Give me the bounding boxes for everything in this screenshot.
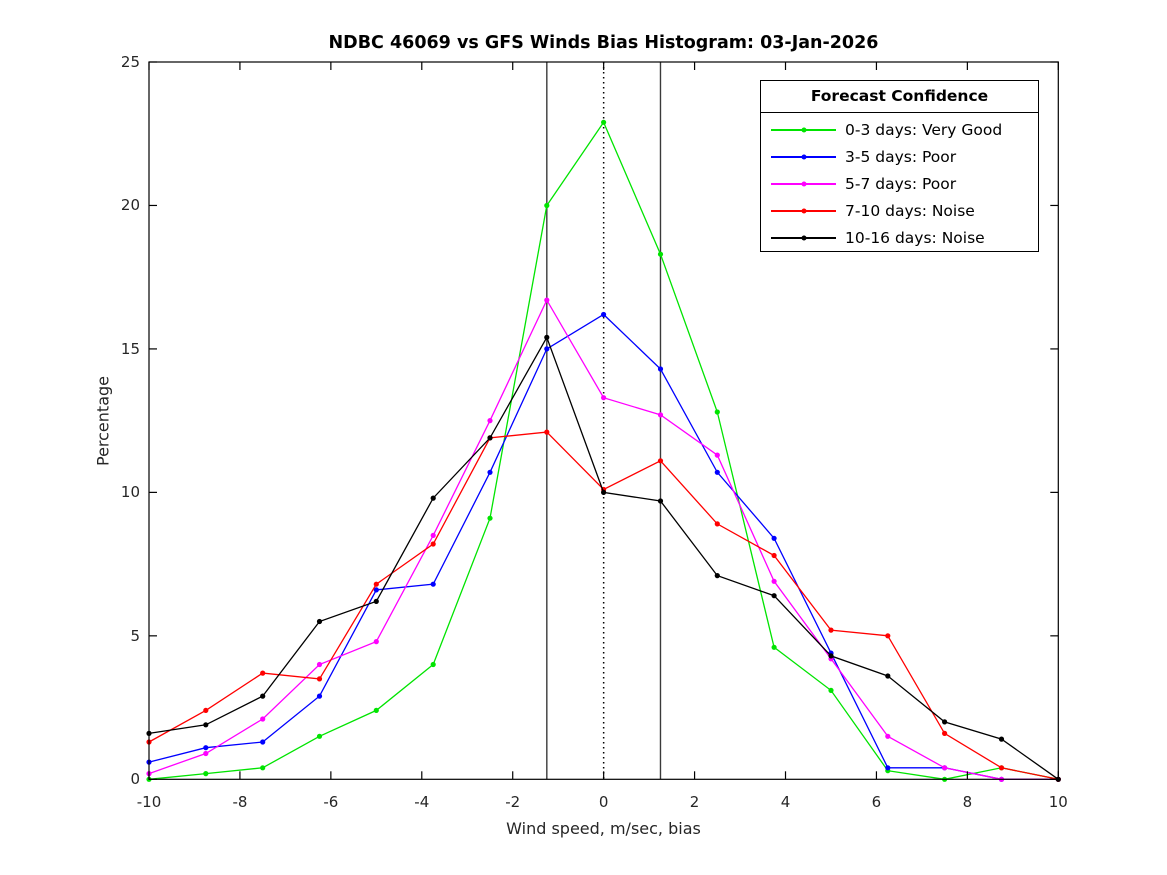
legend-line-icon bbox=[771, 153, 836, 161]
legend-item-0-3-days: 0-3 days: Very Good bbox=[771, 116, 1038, 143]
x-tick-label: -2 bbox=[505, 793, 521, 811]
y-tick-label: 15 bbox=[120, 339, 140, 358]
legend-item-10-16-days: 10-16 days: Noise bbox=[771, 224, 1038, 251]
x-tick-label: -8 bbox=[232, 793, 248, 811]
y-tick-label: 10 bbox=[120, 483, 140, 502]
legend-item-7-10-days: 7-10 days: Noise bbox=[771, 197, 1038, 224]
x-axis-label: Wind speed, m/sec, bias bbox=[506, 819, 701, 838]
legend-label: 0-3 days: Very Good bbox=[845, 120, 1003, 139]
legend-label: 5-7 days: Poor bbox=[845, 174, 957, 193]
x-tick-label: 0 bbox=[598, 793, 609, 811]
legend-label: 10-16 days: Noise bbox=[845, 228, 985, 247]
legend-line-icon bbox=[771, 207, 836, 215]
y-axis-label: Percentage bbox=[93, 375, 113, 467]
legend-items: 0-3 days: Very Good 3-5 days: Poor 5-7 d… bbox=[761, 113, 1038, 251]
x-tick-label: -10 bbox=[136, 793, 162, 811]
legend-line-icon bbox=[771, 126, 836, 134]
y-tick-label: 0 bbox=[130, 770, 140, 789]
y-tick-label: 20 bbox=[120, 196, 140, 215]
legend-title: Forecast Confidence bbox=[761, 81, 1038, 113]
x-tick-label: -6 bbox=[323, 793, 339, 811]
y-tick-label: 5 bbox=[130, 626, 140, 645]
x-tick-label: 4 bbox=[780, 793, 791, 811]
legend: Forecast Confidence 0-3 days: Very Good … bbox=[760, 80, 1039, 252]
legend-line-icon bbox=[771, 180, 836, 188]
legend-line-icon bbox=[771, 234, 836, 242]
x-tick-label: 8 bbox=[962, 793, 973, 811]
x-tick-label: -4 bbox=[414, 793, 430, 811]
legend-label: 3-5 days: Poor bbox=[845, 147, 957, 166]
x-tick-label: 6 bbox=[871, 793, 882, 811]
legend-item-3-5-days: 3-5 days: Poor bbox=[771, 143, 1038, 170]
legend-item-5-7-days: 5-7 days: Poor bbox=[771, 170, 1038, 197]
legend-label: 7-10 days: Noise bbox=[845, 201, 975, 220]
chart-title: NDBC 46069 vs GFS Winds Bias Histogram: … bbox=[328, 33, 879, 53]
x-tick-label: 2 bbox=[689, 793, 700, 811]
x-tick-label: 10 bbox=[1048, 793, 1068, 811]
y-tick-label: 25 bbox=[120, 53, 140, 71]
